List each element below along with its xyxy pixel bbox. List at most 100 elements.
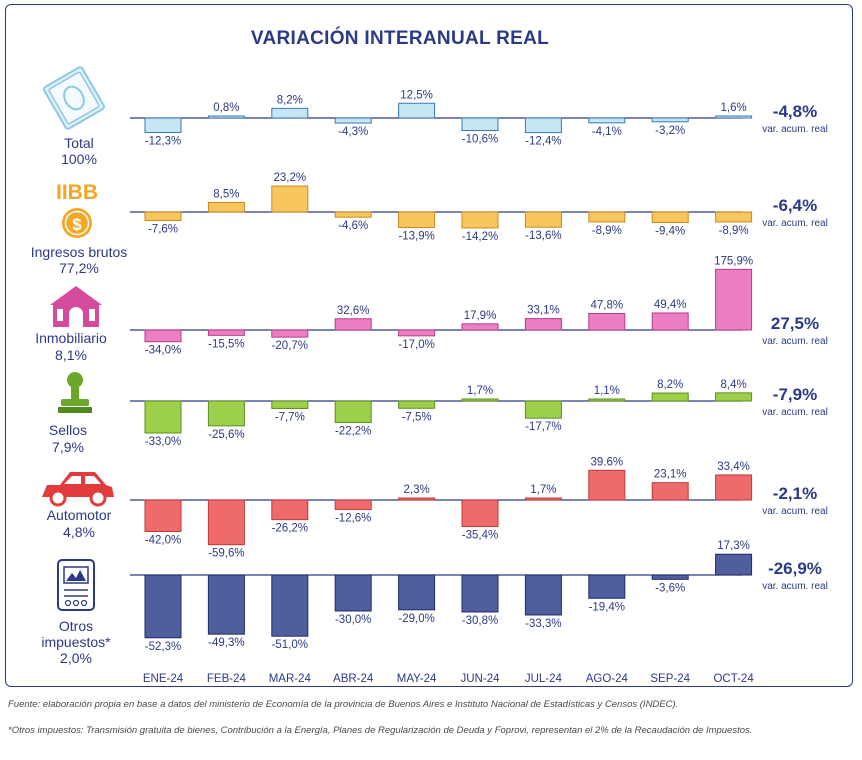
bar [651, 482, 689, 501]
data-label: -15,5% [208, 338, 244, 350]
bar [334, 400, 372, 424]
data-label: -22,2% [335, 426, 371, 438]
series-automotor: -42,0% -59,6% -26,2% -12,6% 2,3% -35,4% 1,7% 39… [130, 456, 828, 560]
acum-label: var. acum. real [762, 124, 828, 135]
acum-value: -7,9% [773, 385, 817, 404]
bar [588, 117, 626, 124]
bar [334, 211, 372, 218]
data-label: 23,1% [654, 469, 687, 481]
data-label: 17,3% [717, 540, 750, 552]
data-label: -8,9% [592, 225, 622, 237]
data-label: -4,1% [592, 126, 622, 138]
data-label: -7,6% [148, 224, 178, 236]
bar [398, 400, 436, 409]
bar [207, 201, 245, 213]
acum-label: var. acum. real [762, 581, 828, 592]
acum-value: -4,8% [773, 102, 817, 121]
data-label: -3,6% [655, 582, 685, 594]
data-label: -3,2% [655, 125, 685, 137]
x-tick-label: OCT-24 [713, 673, 754, 685]
acum-label: var. acum. real [762, 407, 828, 418]
data-label: -17,7% [525, 421, 561, 433]
bar [144, 574, 182, 639]
x-tick-label: JUL-24 [525, 673, 563, 685]
bar [524, 318, 562, 331]
bar [524, 574, 562, 616]
house-icon [50, 286, 102, 327]
bar [271, 400, 309, 409]
data-label: 2,3% [403, 484, 429, 496]
data-label: 39.6% [590, 456, 623, 468]
bar [524, 497, 562, 501]
svg-text:IIBB: IIBB [56, 181, 98, 204]
bar [207, 499, 245, 546]
chart-title: VARIACIÓN INTERANUAL REAL [250, 28, 550, 49]
bar [651, 117, 689, 123]
footnote: *Otros impuestos: Transmisión gratuita d… [8, 725, 753, 736]
data-label: -42,0% [145, 535, 181, 547]
data-label: -12,3% [145, 136, 181, 148]
bar [398, 574, 436, 611]
acum-value: -6,4% [773, 196, 817, 215]
row-name: impuestos* [41, 634, 111, 650]
data-label: 8,5% [213, 188, 239, 200]
data-label: -7,5% [402, 411, 432, 423]
data-label: 8,2% [657, 379, 683, 391]
data-label: -12,4% [525, 136, 561, 148]
row-name: Inmobiliario [35, 330, 107, 346]
row-name: Total [64, 135, 94, 151]
data-label: 12,5% [400, 89, 433, 101]
bar [588, 398, 626, 402]
data-label: 47,8% [590, 300, 623, 312]
series-otros-impuestos: -52,3% -49,3% -51,0% -30,0% -29,0% -30,8% -33,… [130, 540, 828, 653]
bar [144, 329, 182, 343]
bar [651, 574, 689, 580]
data-label: 33,4% [717, 461, 750, 473]
data-label: -33,0% [145, 436, 181, 448]
bar [588, 574, 626, 599]
bar [715, 268, 753, 331]
row-share: 4,8% [63, 524, 95, 540]
money-icon [43, 66, 105, 130]
x-tick-label: SEP-24 [650, 673, 690, 685]
data-label: 33,1% [527, 305, 560, 317]
x-tick-label: AGO-24 [586, 673, 629, 685]
acum-label: var. acum. real [762, 336, 828, 347]
acum-value: -2,1% [773, 484, 817, 503]
data-label: -29,0% [398, 613, 434, 625]
x-tick-label: ABR-24 [333, 673, 374, 685]
data-label: -17,0% [398, 339, 434, 351]
data-label: 1,7% [467, 385, 493, 397]
data-label: 49,4% [654, 299, 687, 311]
x-tick-label: MAY-24 [397, 673, 437, 685]
row-name: Sellos [49, 422, 87, 438]
data-label: -35,4% [462, 530, 498, 542]
data-label: -9,4% [655, 226, 685, 238]
acum-label: var. acum. real [762, 506, 828, 517]
data-label: -30,0% [335, 614, 371, 626]
data-label: -12,6% [335, 512, 371, 524]
bar [271, 185, 309, 213]
bar [461, 499, 499, 528]
bar [334, 318, 372, 331]
data-label: 32,6% [337, 305, 370, 317]
bar [588, 469, 626, 501]
bar [461, 323, 499, 331]
bar [651, 211, 689, 224]
bar [334, 574, 372, 612]
data-label: -13,6% [525, 230, 561, 242]
chart-canvas: -12,3% 0,8% 8,2% -4,3% 12,5% -10,6% -12,4% -4,1… [31, 66, 828, 685]
data-label: -51,0% [272, 639, 308, 651]
bar [524, 117, 562, 134]
bar [524, 400, 562, 419]
data-label: 0,8% [213, 102, 239, 114]
bar [651, 392, 689, 402]
car-icon [42, 472, 114, 507]
bar [398, 329, 436, 337]
data-label: 175,9% [714, 255, 753, 267]
